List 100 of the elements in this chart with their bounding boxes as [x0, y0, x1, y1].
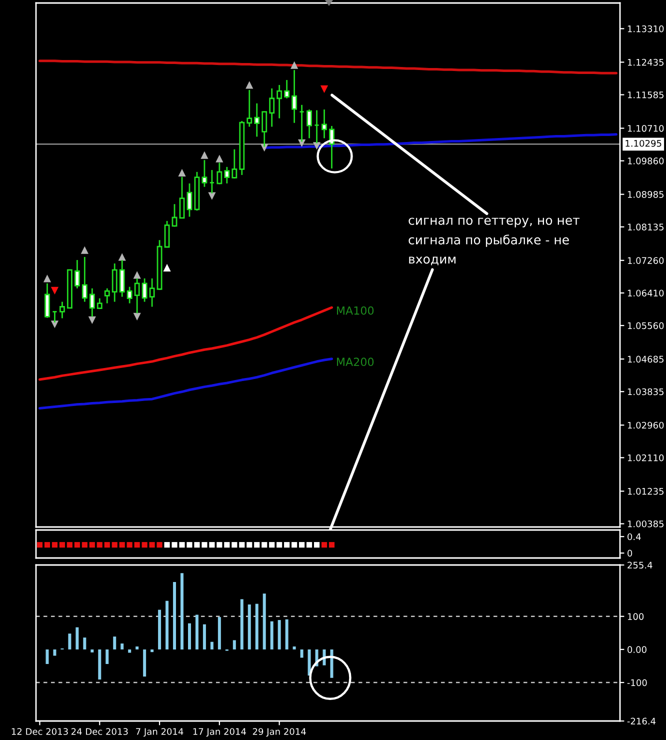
y-tick-label: 1.04685 [628, 356, 664, 363]
y-tick-label: 1.13310 [628, 25, 664, 32]
bar [300, 649, 304, 658]
line-series [38, 306, 333, 381]
point [163, 264, 171, 272]
candlestick [179, 176, 185, 219]
bar [158, 610, 162, 650]
bar [120, 643, 124, 650]
bar [188, 623, 191, 650]
candlestick [202, 159, 208, 188]
y-tick-label: 1.09860 [628, 158, 664, 164]
point [80, 246, 88, 254]
annotation: сигнал по геттеру, но нет сигнала по рыбалке - не входим [408, 218, 580, 266]
y-tick-label: 1.03835 [628, 388, 664, 396]
y-tick-label: 1.02110 [628, 454, 664, 462]
bar [136, 646, 139, 650]
candlestick [104, 288, 110, 304]
y-tick-label: 1.08135 [628, 224, 664, 230]
candlestick [59, 301, 65, 319]
candlestick [269, 88, 275, 128]
candlestick [284, 79, 290, 100]
point [133, 312, 141, 321]
bar [308, 649, 311, 676]
bar [143, 649, 146, 677]
point [200, 151, 208, 159]
candlestick [74, 259, 80, 290]
bar [232, 640, 236, 650]
point [43, 274, 52, 282]
x-tick-label: 7 Jan 2014 [136, 728, 184, 737]
bar [53, 649, 56, 656]
y-tick-label: -216.4 [627, 718, 656, 725]
candlestick [306, 108, 312, 139]
y-tick-label: 1.11585 [628, 91, 664, 98]
line-series [38, 60, 618, 74]
ref-line-label: 1.10295 [626, 140, 662, 147]
bar [180, 573, 184, 650]
y-tick-label: 100 [628, 613, 644, 620]
y-tick-label: 1.05560 [628, 322, 664, 330]
bar [218, 617, 221, 650]
point [216, 154, 224, 162]
bar [202, 624, 206, 650]
bar [128, 649, 132, 653]
point [50, 286, 59, 294]
y-tick-label: 1.10710 [628, 124, 664, 132]
y-tick-label: 1.07260 [628, 257, 664, 264]
y-tick-label: 255.4 [628, 562, 652, 569]
point [312, 142, 321, 150]
bar [106, 649, 109, 664]
bar [90, 649, 94, 652]
candlestick [322, 108, 327, 139]
candlestick [164, 220, 170, 248]
candlestick [126, 286, 132, 304]
bar [113, 636, 116, 650]
point [208, 192, 216, 200]
candlestick [276, 84, 282, 119]
candlestick [112, 262, 118, 302]
bar [173, 582, 176, 650]
point [88, 316, 96, 324]
candlestick [246, 89, 252, 128]
x-tick-label: 24 Dec 2013 [71, 728, 128, 735]
line-series [38, 358, 333, 410]
y-tick-label: 1.06410 [628, 290, 664, 297]
point [133, 271, 141, 279]
x-tick-label: 29 Jan 2014 [252, 728, 306, 737]
candlestick [142, 278, 148, 302]
bar [76, 627, 79, 650]
candlestick [149, 278, 155, 308]
candlestick [232, 148, 238, 180]
bar [285, 619, 288, 650]
y-tick-label: 1.02960 [628, 422, 664, 429]
y-tick-label: 0.4 [628, 533, 641, 540]
series-label: MA100 [337, 306, 374, 315]
y-tick-label: -100 [627, 679, 647, 686]
point [246, 81, 254, 89]
point [320, 85, 328, 93]
bar [98, 649, 102, 680]
candlestick [254, 102, 260, 138]
y-tick-label: 1.00385 [628, 520, 664, 528]
candlestick [292, 69, 298, 124]
y-tick-label: 1.01235 [628, 488, 664, 495]
x-tick-label: 17 Jan 2014 [193, 728, 246, 737]
candlestick [216, 162, 222, 185]
candlestick [172, 203, 178, 228]
candlestick [44, 282, 50, 319]
bar [150, 649, 154, 652]
bar [278, 620, 281, 650]
bar [68, 634, 72, 650]
bar [330, 649, 334, 678]
bar [270, 621, 274, 650]
point [118, 253, 126, 261]
y-tick-label: 0.00 [628, 646, 646, 654]
bar [210, 642, 214, 650]
y-tick-label: 1.12435 [628, 58, 664, 66]
bar [166, 600, 169, 650]
bar [255, 604, 258, 650]
y-tick-label: 1.08985 [628, 191, 664, 198]
bar [262, 594, 266, 650]
point [290, 61, 298, 69]
bar [248, 604, 251, 650]
candlestick [224, 166, 230, 184]
